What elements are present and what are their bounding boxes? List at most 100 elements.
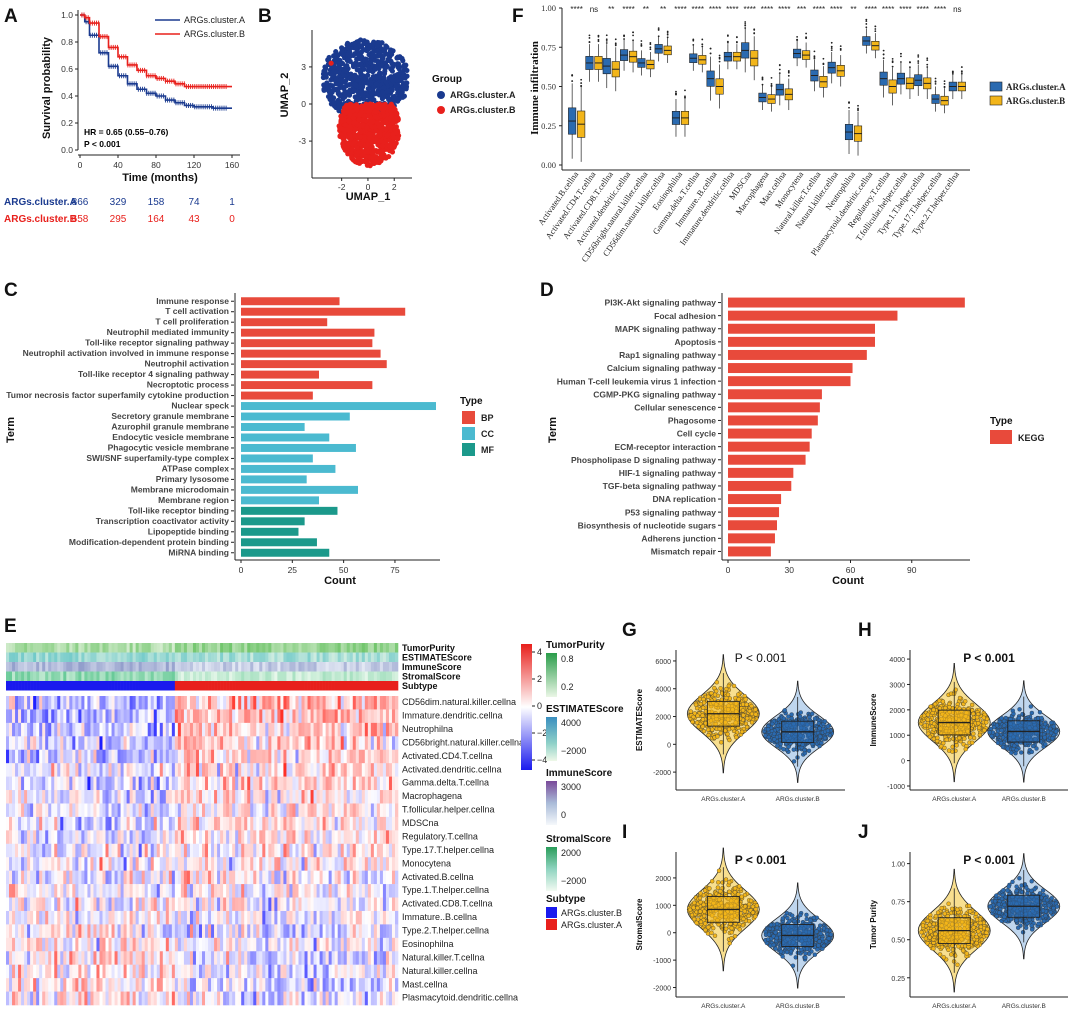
heat-cell [6, 884, 10, 898]
panel-label-b: B [258, 6, 272, 27]
heat-cell [144, 897, 149, 912]
heat-cell [364, 790, 369, 804]
f-outlier [787, 70, 790, 73]
ann-tumorpurity [60, 643, 64, 653]
ann-estimate [364, 652, 369, 662]
ann-tumorpurity [33, 643, 37, 653]
heat-cell [183, 884, 188, 898]
heat-cell [337, 722, 342, 737]
ann-tumorpurity [15, 643, 19, 653]
heat-cell [316, 709, 320, 724]
heat-cell [132, 776, 136, 791]
heat-cell [150, 816, 155, 831]
f-outlier [805, 32, 808, 35]
ann-tumorpurity [238, 643, 242, 653]
heat-cell [63, 924, 67, 939]
umap-point-a [396, 96, 402, 102]
heat-cell [265, 870, 269, 885]
heat-cell [96, 897, 100, 912]
heat-cell [75, 736, 79, 751]
f-outlier [623, 38, 625, 40]
umap-point-b [356, 116, 362, 123]
umap-point-b [342, 122, 348, 128]
heat-cell [114, 790, 118, 804]
umap-point-a [333, 56, 339, 62]
heat-cell [111, 857, 115, 871]
term-bar [728, 467, 794, 478]
heat-cell [159, 924, 164, 939]
heat-cell [177, 790, 182, 804]
ann-subtype [63, 681, 67, 691]
heat-cell [280, 722, 284, 737]
heat-cell [223, 884, 227, 898]
ann-estimate [21, 652, 25, 662]
heat-cell [192, 897, 197, 912]
heat-cell [81, 870, 85, 885]
f-outlier [701, 43, 704, 46]
ann-immune [90, 662, 94, 672]
heat-cell [295, 870, 299, 885]
heat-cell [114, 870, 118, 885]
heat-cell [235, 897, 239, 912]
heat-cell [352, 776, 357, 791]
heat-cell [99, 857, 103, 871]
heat-cell [189, 857, 194, 871]
ann-immune [18, 662, 22, 672]
ann-immune [189, 662, 194, 672]
ann-subtype [111, 681, 115, 691]
heat-cell [301, 736, 305, 751]
heat-cell [162, 763, 167, 777]
heat-cell [358, 816, 363, 831]
heat-cell [153, 884, 158, 898]
heat-cell [280, 790, 284, 804]
heat-cell [132, 816, 136, 831]
ann-stromal [256, 671, 260, 681]
ann-tumorpurity [156, 643, 161, 653]
heat-cell [165, 749, 170, 764]
heat-cell [24, 910, 28, 925]
heat-cell [277, 736, 281, 751]
term-bar [241, 517, 305, 526]
heat-cell [373, 870, 378, 885]
panel-label-e: E [4, 616, 17, 637]
risk-value: 866 [72, 197, 89, 208]
heat-cell [298, 696, 302, 710]
ann-tumorpurity [81, 643, 85, 653]
heat-cell [195, 857, 200, 871]
term-label: Transcription coactivator activity [96, 516, 229, 526]
heat-cell [39, 910, 43, 925]
heat-cell [274, 803, 278, 818]
heat-cell [12, 803, 16, 818]
heat-cell [232, 722, 236, 737]
f-outlier [943, 82, 946, 85]
heat-cell [174, 830, 179, 845]
term-bar [728, 297, 965, 308]
heat-cell [238, 763, 242, 777]
heat-cell [15, 763, 19, 777]
heat-cell [280, 803, 284, 818]
ann-estimate [283, 652, 287, 662]
heat-cell [24, 843, 28, 858]
heat-cell [165, 870, 170, 885]
heat-cell [238, 816, 242, 831]
heat-cell [325, 763, 329, 777]
heat-cell [358, 709, 363, 724]
heat-cell [162, 803, 167, 818]
ann-immune [123, 662, 127, 672]
umap-point-a [379, 56, 385, 63]
heat-cell [238, 897, 242, 912]
heat-cell [283, 749, 287, 764]
heat-cell [268, 696, 272, 710]
term-label: Azurophil granule membrane [111, 422, 229, 432]
ann-immune [292, 662, 296, 672]
heat-cell [361, 790, 366, 804]
term-bar [728, 454, 806, 465]
heat-cell [373, 790, 378, 804]
heat-cell [99, 816, 103, 831]
heat-cell [132, 736, 136, 751]
heat-cell [301, 830, 305, 845]
heat-cell [232, 910, 236, 925]
ann-stromal [364, 671, 369, 681]
heat-cell [162, 709, 167, 724]
heat-cell [382, 709, 387, 724]
